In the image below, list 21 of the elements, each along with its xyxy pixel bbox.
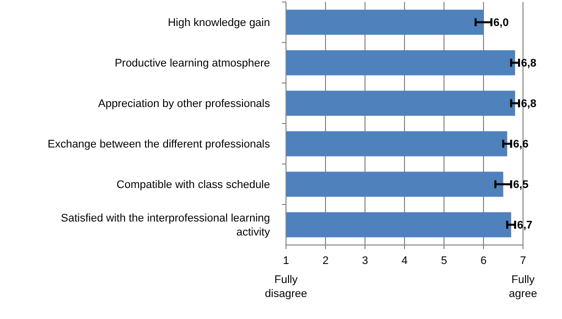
data-label: 6,5	[513, 179, 528, 192]
x-tick-label: 6	[480, 255, 487, 267]
y-tick-label: Exchange between the different professionals	[48, 138, 270, 151]
data-label: 6,8	[521, 98, 536, 110]
x-tick-label: 2	[322, 255, 329, 267]
data-label: 6,7	[517, 220, 532, 232]
y-tick-label: Appreciation by other professionals	[98, 98, 270, 110]
data-label: 6,6	[513, 138, 528, 151]
x-tick-label: 7	[520, 255, 526, 267]
text: Fully agree	[508, 274, 538, 300]
y-tick-label: High knowledge gain	[168, 17, 270, 30]
y-tick-label: Compatible with class schedule	[116, 179, 270, 192]
y-tick-label: Satisfied with the interprofessional learning activity	[60, 212, 270, 239]
data-label: 6,8	[521, 58, 536, 70]
x-tick-label: 5	[440, 255, 448, 267]
text: Fully disagree	[264, 274, 308, 300]
x-tick-label: 1	[282, 255, 290, 267]
data-label: 6,0	[493, 17, 509, 30]
x-tick-label: 4	[401, 255, 408, 267]
y-tick-label: Productive learning atmosphere	[114, 58, 270, 70]
x-tick-label: 3	[362, 255, 368, 267]
